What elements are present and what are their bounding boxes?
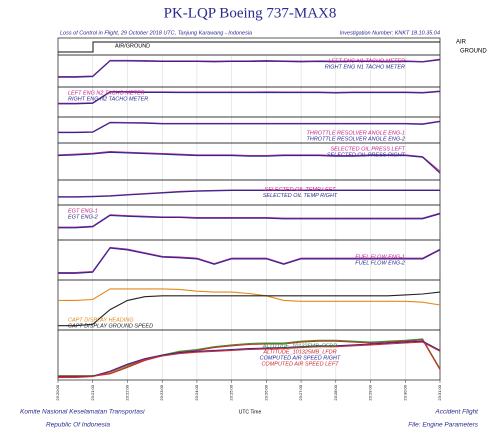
panel-frame — [57, 329, 441, 381]
legend-label: THROTTLE RESOLVER ANGLE ENG-1 — [306, 130, 405, 136]
footer: File: Engine Parameters — [408, 422, 478, 429]
x-tick-label: 23:31:00 — [437, 384, 442, 400]
panel-frame — [57, 179, 441, 206]
legend-label: CAPT DISPLAY GROUND SPEED — [68, 323, 153, 329]
panel-frame — [57, 204, 441, 241]
series-line — [58, 341, 441, 379]
series-line — [58, 288, 441, 306]
series-line — [58, 339, 441, 377]
footer: Accident Flight — [434, 409, 479, 416]
legend-label: ALTITUDE_101325MB_LFDR — [262, 349, 336, 355]
x-tick-label: 23:21:00 — [90, 384, 95, 400]
series-line — [57, 151, 441, 174]
series-line — [58, 212, 441, 228]
x-tick-label: 23:26:00 — [263, 384, 268, 400]
legend-label: FUEL FLOW ENG-2 — [355, 260, 405, 266]
x-tick-label: 23:28:00 — [333, 384, 338, 400]
series-line — [58, 291, 441, 327]
series-line — [58, 121, 441, 134]
x-tick-label: 23:24:00 — [194, 384, 199, 400]
legend-label: THROTTLE RESOLVER ANGLE ENG-2 — [306, 136, 405, 142]
series-line — [58, 247, 441, 274]
legend-label: EGT ENG-1 — [68, 208, 98, 214]
air-label: AIR — [456, 40, 467, 46]
x-tick-label: 23:22:00 — [125, 384, 130, 400]
x-tick-label: 23:30:00 — [402, 384, 407, 400]
subtitle: Investigation Number: KNKT 18.10.35.04 — [340, 30, 440, 36]
legend-label: LEFT ENG N1 TACHO METER — [328, 58, 405, 64]
air-ground-line — [58, 41, 440, 53]
series-line — [58, 246, 441, 274]
legend-label: EGT ENG-2 — [68, 214, 98, 220]
series-line — [58, 213, 441, 229]
legend-label: COMPUTED AIR SPEED RIGHT — [260, 355, 341, 361]
legend-label: SELECTED OIL PRESS RIGHT — [327, 152, 406, 158]
series-line — [58, 189, 440, 198]
legend-label: SELECTED OIL TEMP RIGHT — [263, 193, 338, 199]
legend-label: CAPT DISPLAY HEADING — [68, 317, 134, 323]
legend-label: RIGHT ENG N1 TACHO METER — [325, 64, 405, 70]
x-tick-label: 23:27:00 — [298, 384, 303, 400]
x-tick-label: 23:25:00 — [229, 384, 234, 400]
legend-label: FUEL FLOW ENG-1 — [355, 254, 405, 260]
x-axis-label: UTC Time — [239, 409, 262, 415]
legend-label: SELECTED OIL TEMP LEFT — [265, 187, 337, 193]
x-tick-label: 23:23:00 — [159, 384, 164, 400]
series-line — [58, 59, 441, 78]
legend-label: ALTITUDE_101325MB_RFDR — [262, 343, 337, 349]
chart-title: PK-LQP Boeing 737-MAX8 — [164, 5, 337, 21]
series-line — [58, 340, 441, 378]
subtitle: Loss of Control in Flight, 29 October 20… — [60, 30, 252, 36]
legend-label: RIGHT ENG N2 TACHO METER — [68, 96, 148, 102]
footer: Republic Of Indonesia — [46, 422, 110, 429]
legend-label: LEFT ENG N2 TACHO METER — [68, 90, 145, 96]
x-tick-label: 23:20:00 — [55, 384, 60, 400]
series-line — [58, 338, 441, 377]
footer: Komite Nasional Keselamatan Transportasi — [20, 409, 145, 416]
x-tick-label: 23:29:00 — [368, 384, 373, 400]
series-line — [58, 91, 441, 105]
legend-label: COMPUTED AIR SPEED LEFT — [261, 361, 339, 367]
series-line — [57, 151, 441, 172]
air-ground-label: AIR/GROUND — [115, 43, 150, 49]
legend-label: SELECTED OIL PRESS LEFT — [331, 146, 406, 152]
ground-label: GROUND — [460, 49, 487, 55]
